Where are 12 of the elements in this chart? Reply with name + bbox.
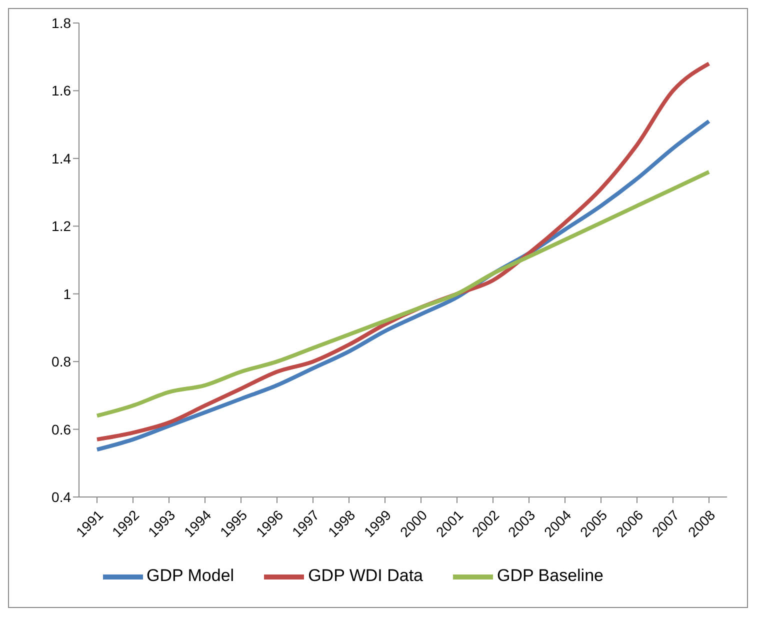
y-tick-label: 0.8 <box>52 354 72 370</box>
y-tick-label: 0.6 <box>52 421 72 438</box>
y-tick-label: 1.4 <box>52 150 72 166</box>
y-tick-label: 1.8 <box>52 14 72 31</box>
y-tick-label: 1.6 <box>52 82 72 99</box>
y-tick-label: 0.4 <box>52 488 72 505</box>
y-tick-label: 1.2 <box>52 218 72 234</box>
legend-label: GDP WDI Data <box>308 566 424 586</box>
legend-label: GDP Baseline <box>497 566 604 586</box>
y-tick-label: 1 <box>63 286 72 302</box>
line-series <box>95 170 711 418</box>
legend-label: GDP Model <box>146 566 234 586</box>
